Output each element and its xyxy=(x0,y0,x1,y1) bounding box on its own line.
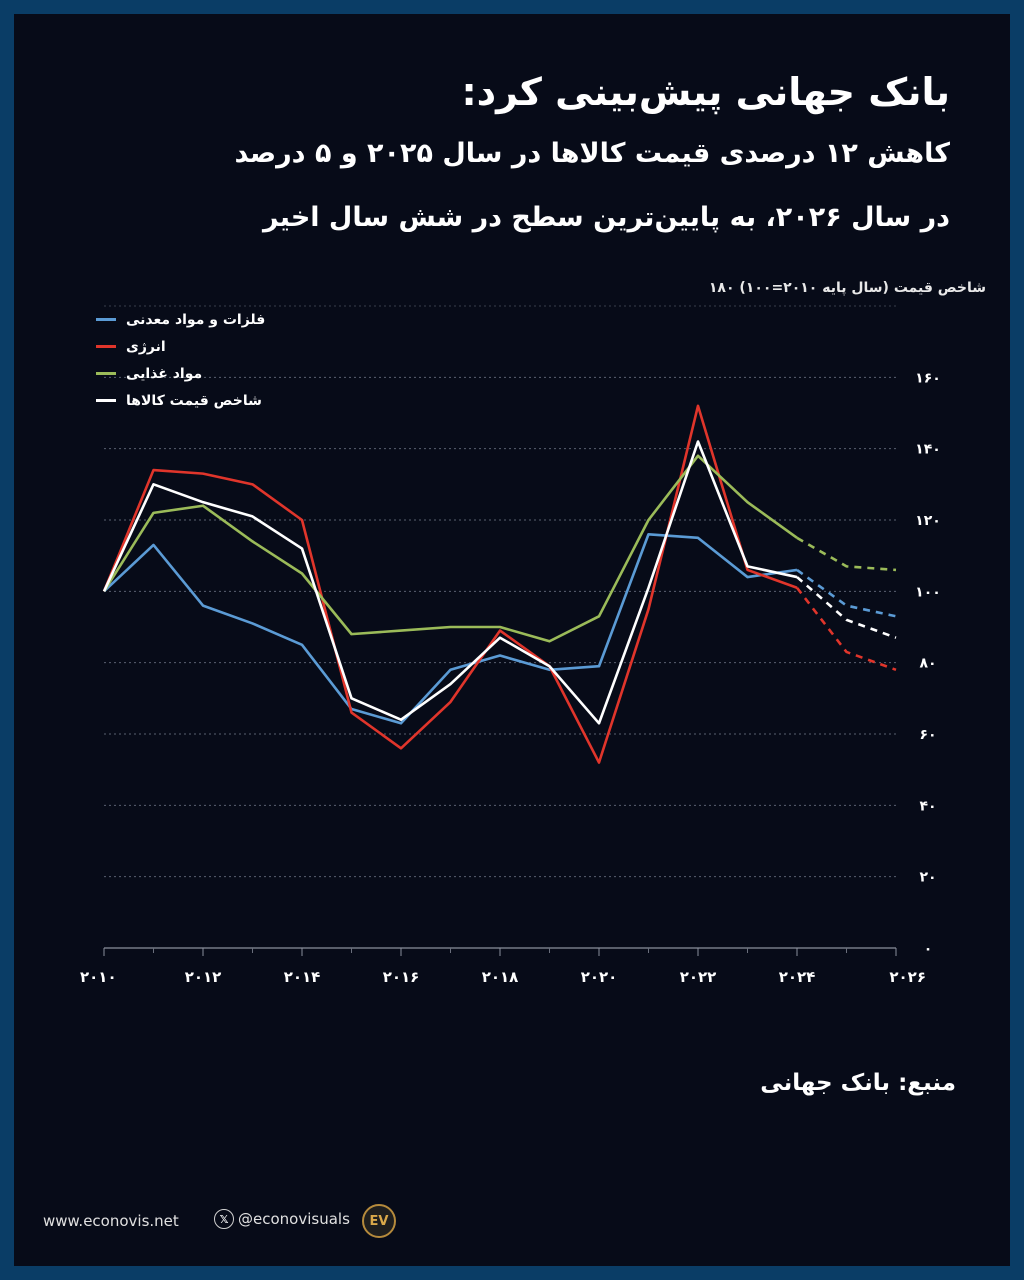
chart-legend: فلزات و مواد معدنی انرژی مواد غذایی شاخص… xyxy=(96,306,265,414)
y-axis-ticks: ۰ ۲۰ ۴۰ ۶۰ ۸۰ ۱۰۰ ۱۲۰ ۱۴۰ ۱۶۰ xyxy=(915,370,941,957)
website-link[interactable]: www.econovis.net xyxy=(43,1212,179,1230)
x-tick-label: ۲۰۱۶ xyxy=(383,968,420,986)
series-line xyxy=(102,440,798,725)
legend-swatch-energy xyxy=(96,345,116,348)
legend-label-food: مواد غذایی xyxy=(126,365,203,382)
x-tick-label: ۲۰۱۰ xyxy=(80,968,117,986)
legend-item-commodity-index: شاخص قیمت کالاها xyxy=(96,387,265,414)
series-line xyxy=(102,454,798,643)
legend-item-food: مواد غذایی xyxy=(96,360,265,387)
series-3 xyxy=(102,440,897,725)
legend-item-energy: انرژی xyxy=(96,333,265,360)
x-axis-ticks: ۲۰۱۰ ۲۰۱۲ ۲۰۱۴ ۲۰۱۶ ۲۰۱۸ ۲۰۲۰ ۲۰۲۲ ۲۰۲۴ ۲۰۲۶ xyxy=(80,948,926,986)
x-tick-label: ۲۰۱۲ xyxy=(185,968,222,986)
series-line xyxy=(103,532,798,725)
social-handle[interactable]: 𝕏 @econovisuals xyxy=(214,1209,350,1229)
x-tick-label: ۲۰۲۰ xyxy=(581,968,618,986)
legend-swatch-metals xyxy=(96,318,116,321)
econovisuals-logo: EV xyxy=(362,1204,396,1238)
y-tick-label: ۱۰۰ xyxy=(915,584,941,600)
x-tick-label: ۲۰۱۴ xyxy=(284,968,321,986)
source-note: منبع: بانک جهانی xyxy=(760,1070,956,1096)
y-axis-label: شاخص قیمت (سال پایه ۲۰۱۰=۱۰۰) ۱۸۰ xyxy=(708,280,986,296)
series-forecast-line xyxy=(796,536,897,572)
y-tick-label: ۱۴۰ xyxy=(915,442,941,458)
grid-layer xyxy=(104,305,896,949)
page-title: بانک جهانی پیش‌بینی کرد: xyxy=(461,70,950,114)
x-tick-label: ۲۰۱۸ xyxy=(482,968,519,986)
y-tick-label: ۱۲۰ xyxy=(915,513,941,529)
series-1 xyxy=(102,404,897,764)
x-tick-label: ۲۰۲۴ xyxy=(779,968,816,986)
infographic-frame: بانک جهانی پیش‌بینی کرد: کاهش ۱۲ درصدی ق… xyxy=(14,14,1010,1266)
series-0 xyxy=(103,532,897,725)
y-tick-label: ۱۶۰ xyxy=(915,370,941,386)
legend-swatch-commodity-index xyxy=(96,399,116,402)
y-tick-label: ۴۰ xyxy=(919,798,936,814)
x-tick-label: ۲۰۲۲ xyxy=(680,968,717,986)
y-tick-label: ۸۰ xyxy=(919,656,936,672)
legend-swatch-food xyxy=(96,372,116,375)
social-handle-text: @econovisuals xyxy=(238,1210,350,1228)
legend-item-metals: فلزات و مواد معدنی xyxy=(96,306,265,333)
series-forecast-line xyxy=(795,586,897,672)
y-tick-label: ۶۰ xyxy=(919,727,936,743)
subtitle-line-2: در سال ۲۰۲۶، به پایین‌ترین سطح در شش سال… xyxy=(263,202,950,233)
subtitle-line-1: کاهش ۱۲ درصدی قیمت کالاها در سال ۲۰۲۵ و … xyxy=(234,138,950,169)
y-tick-label: ۰ xyxy=(924,941,933,957)
series-forecast-line xyxy=(796,576,897,639)
x-logo-icon: 𝕏 xyxy=(214,1209,234,1229)
series-forecast-line xyxy=(796,568,897,618)
legend-label-energy: انرژی xyxy=(126,338,166,355)
legend-label-commodity-index: شاخص قیمت کالاها xyxy=(126,392,262,409)
series-layer xyxy=(102,404,897,764)
x-tick-label: ۲۰۲۶ xyxy=(889,968,926,986)
y-tick-label: ۲۰ xyxy=(919,870,936,886)
series-2 xyxy=(102,454,897,643)
legend-label-metals: فلزات و مواد معدنی xyxy=(126,311,266,328)
